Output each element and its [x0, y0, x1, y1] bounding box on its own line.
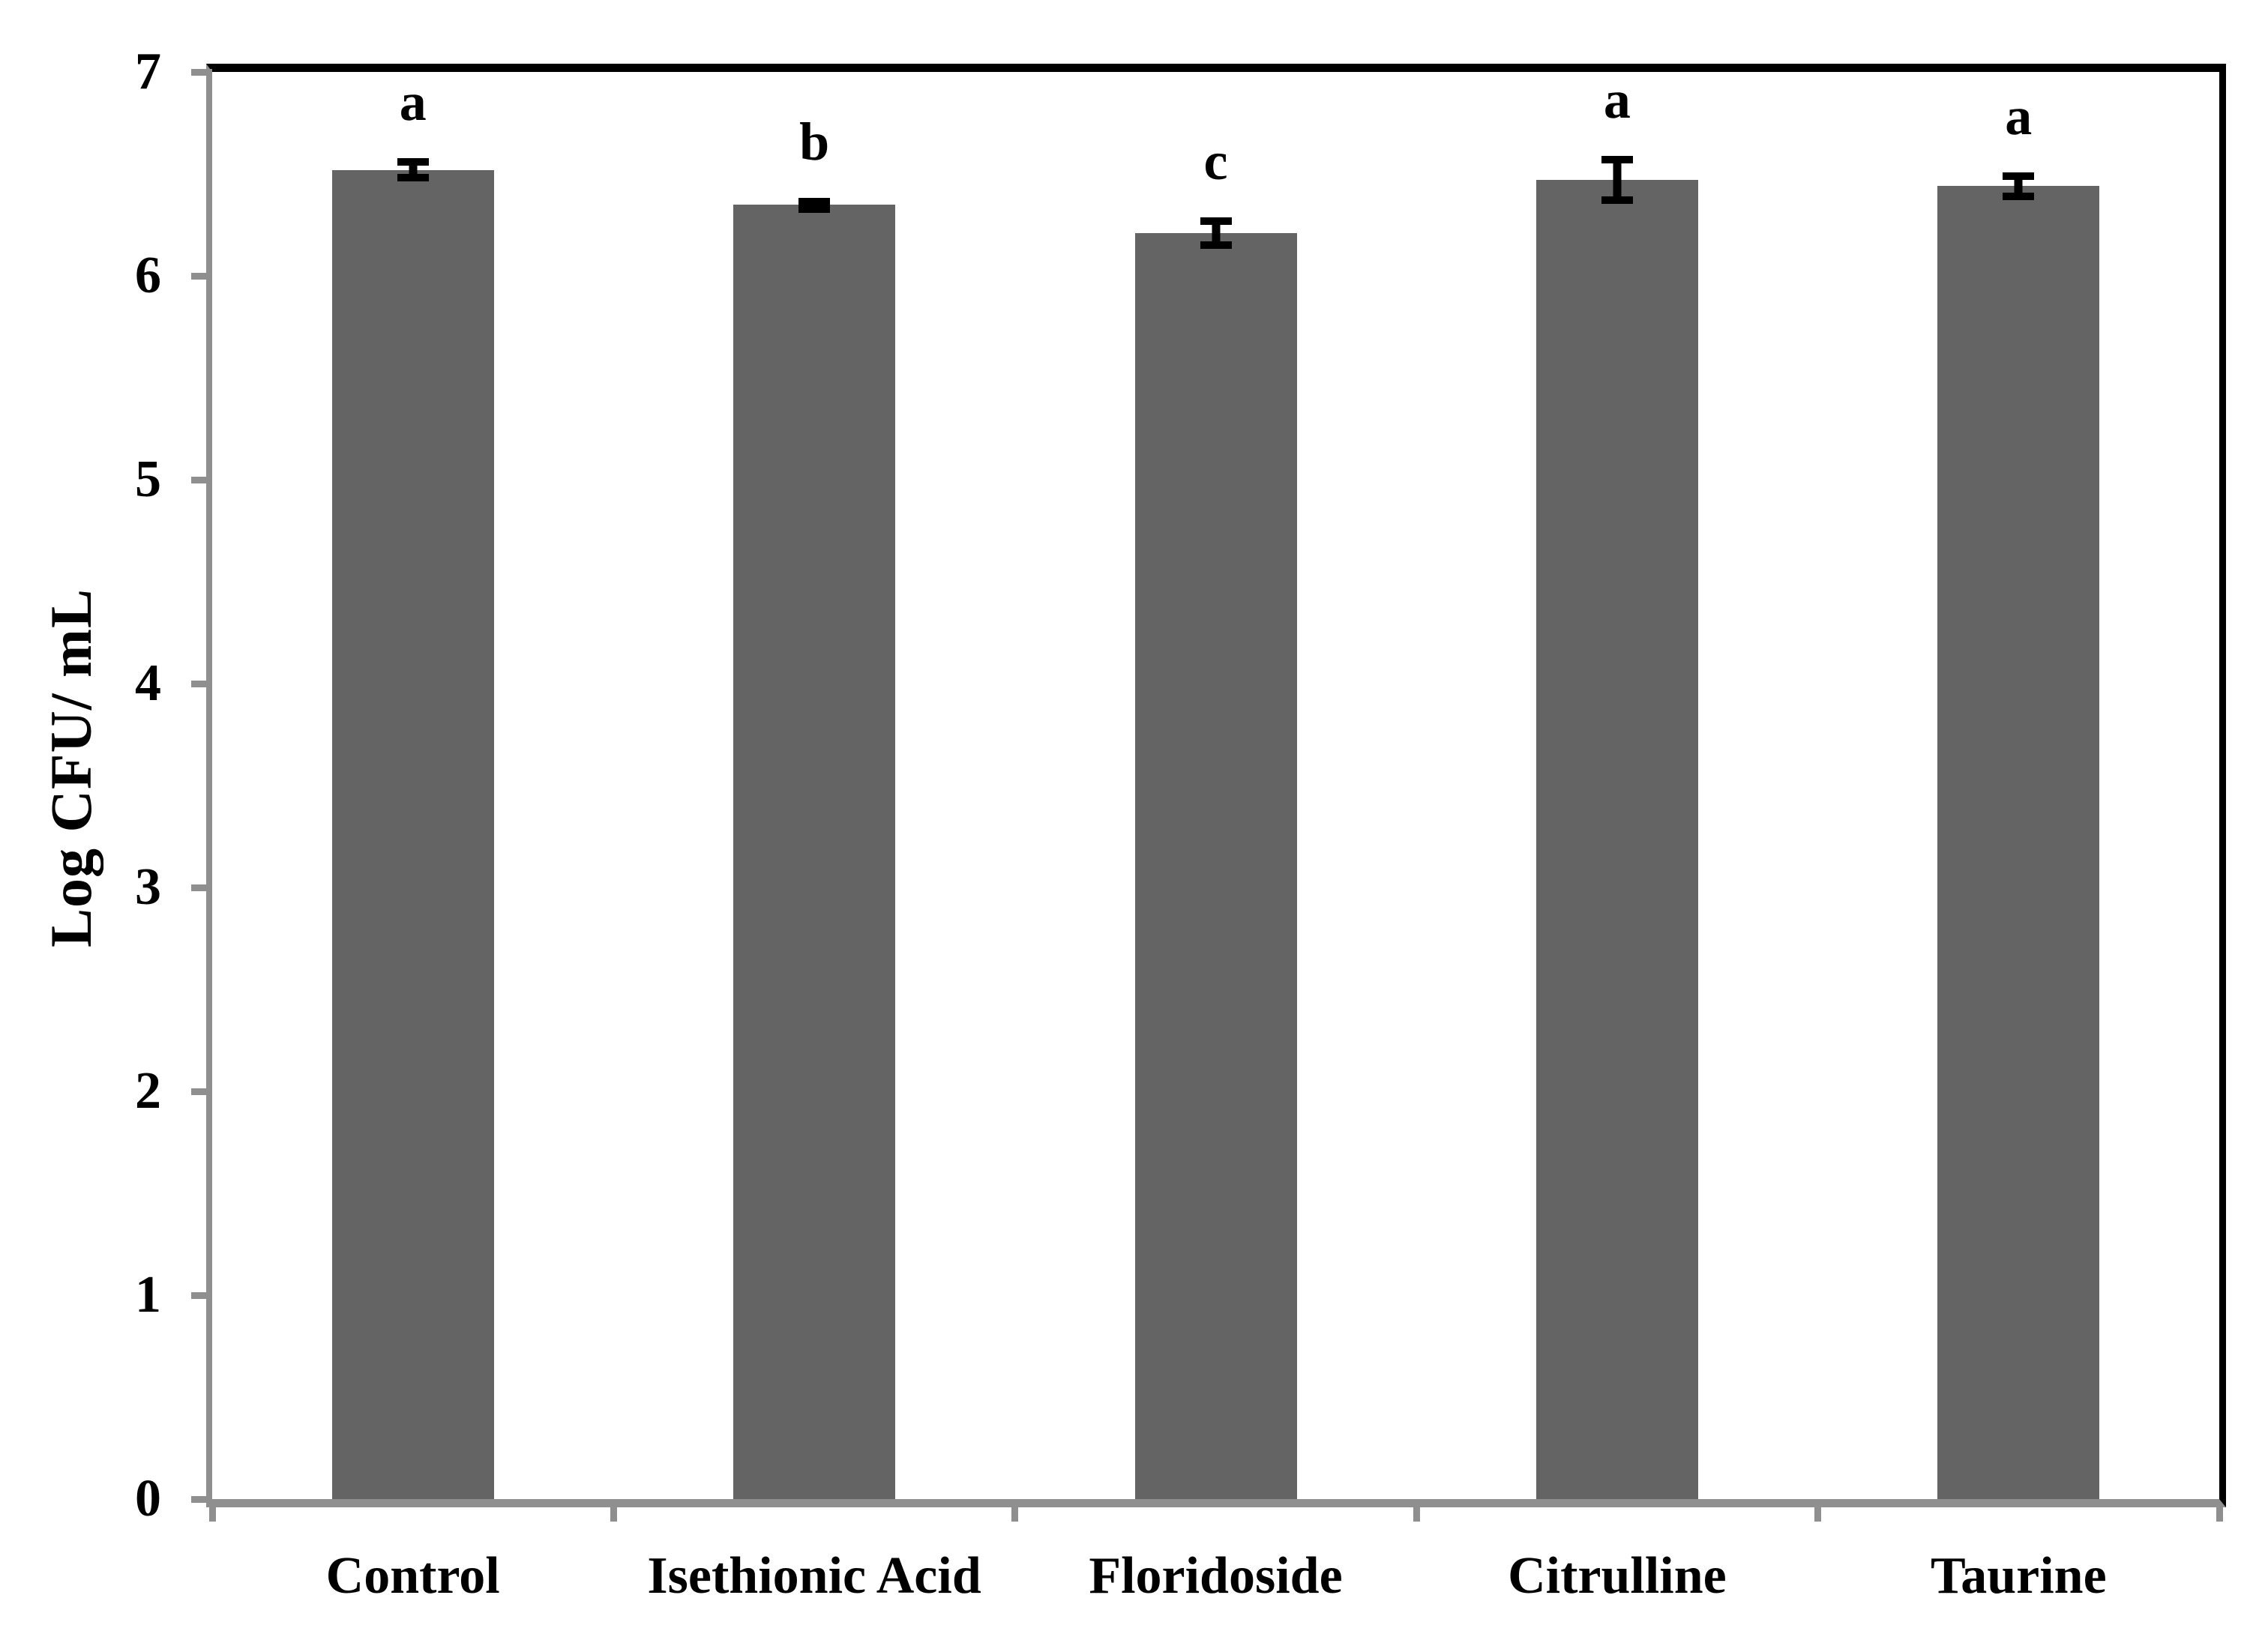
bar	[1134, 232, 1297, 1499]
x-axis-tick	[1413, 1507, 1420, 1522]
y-axis-tick	[191, 1088, 212, 1095]
y-axis-tick-label: 5	[135, 450, 161, 508]
bar	[331, 169, 494, 1499]
x-axis-tick	[208, 1507, 216, 1522]
y-axis-tick	[191, 272, 212, 280]
error-bar-line	[409, 165, 418, 175]
x-axis-label: Taurine	[1930, 1547, 2107, 1605]
bar	[1535, 180, 1698, 1499]
significance-letter: a	[399, 71, 427, 132]
error-bar	[1601, 155, 1633, 205]
x-axis-tick	[610, 1507, 617, 1522]
y-axis-tick-label: 1	[135, 1266, 161, 1324]
y-axis-tick-label: 6	[135, 247, 161, 304]
error-bar	[397, 157, 429, 182]
y-axis-tick	[191, 1495, 212, 1503]
x-axis-label: Citrulline	[1508, 1547, 1727, 1605]
y-axis-tick-label: 2	[135, 1062, 161, 1120]
error-bar-line	[1212, 224, 1220, 242]
x-axis-label: Control	[325, 1547, 500, 1605]
y-axis-tick	[191, 1291, 212, 1299]
y-axis-tick	[191, 68, 212, 76]
significance-letter: a	[2005, 85, 2033, 146]
error-bar	[798, 197, 831, 213]
error-bar	[2003, 172, 2035, 200]
significance-letter: a	[1603, 69, 1631, 130]
bar	[1937, 186, 2100, 1499]
y-axis-tick	[191, 476, 212, 483]
x-axis-tick	[1011, 1507, 1019, 1522]
y-axis-tick	[191, 884, 212, 891]
bar	[733, 204, 896, 1499]
significance-letter: c	[1203, 130, 1228, 191]
x-axis-label: Floridoside	[1089, 1547, 1343, 1605]
error-bar	[1200, 217, 1232, 250]
y-axis-tick-label: 4	[135, 654, 161, 712]
y-axis-tick	[191, 680, 212, 687]
y-axis-tick-label: 0	[135, 1470, 161, 1528]
x-axis-label: Isethionic Acid	[647, 1547, 981, 1605]
error-bar-line	[1613, 163, 1622, 197]
x-axis-tick	[1814, 1507, 1822, 1522]
x-axis-tick	[2216, 1507, 2223, 1522]
y-axis-tick-label: 7	[135, 43, 161, 100]
significance-letter: b	[799, 111, 830, 172]
y-axis-tick-label: 3	[135, 858, 161, 916]
error-bar-line	[2014, 179, 2023, 193]
